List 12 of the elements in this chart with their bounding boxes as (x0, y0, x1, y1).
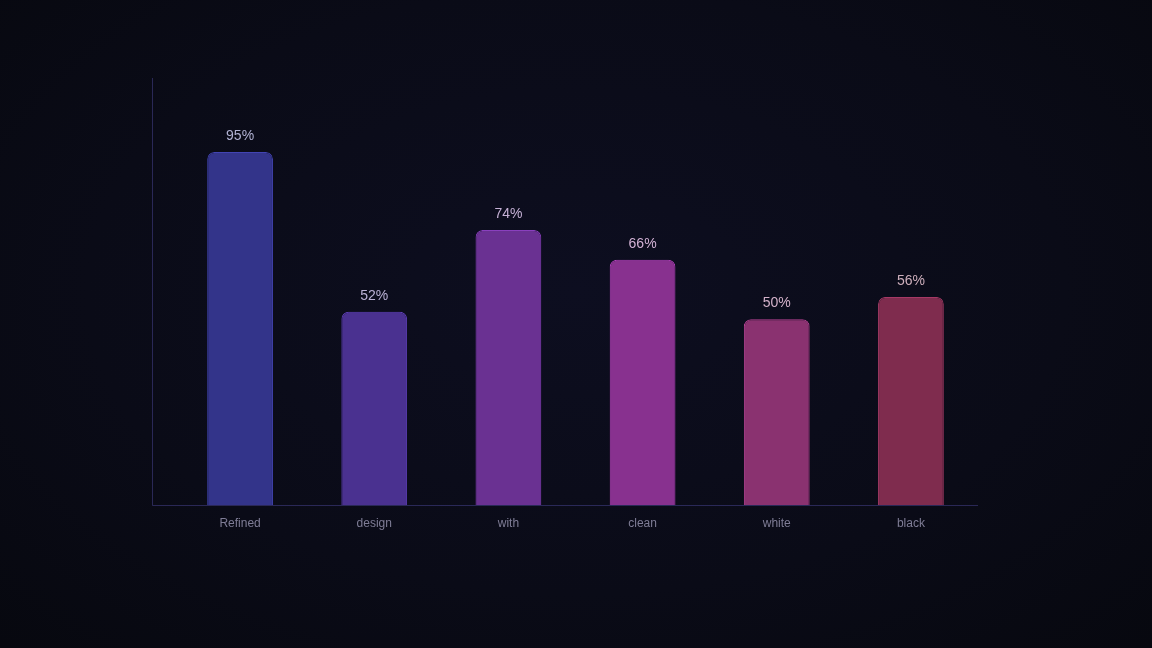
data-label: 66% (628, 234, 657, 251)
x-tick-label: Refined (219, 515, 261, 530)
data-label: 50% (762, 294, 791, 311)
data-label: 95% (226, 126, 255, 143)
x-tick-label: white (761, 515, 792, 530)
data-label: 74% (494, 204, 523, 221)
data-label: 52% (360, 286, 389, 303)
x-tick-label: with (496, 515, 520, 530)
data-label: 56% (896, 271, 925, 288)
x-tick-label: design (356, 515, 392, 530)
x-tick-label: black (896, 515, 926, 530)
x-tick-label: clean (628, 515, 657, 530)
